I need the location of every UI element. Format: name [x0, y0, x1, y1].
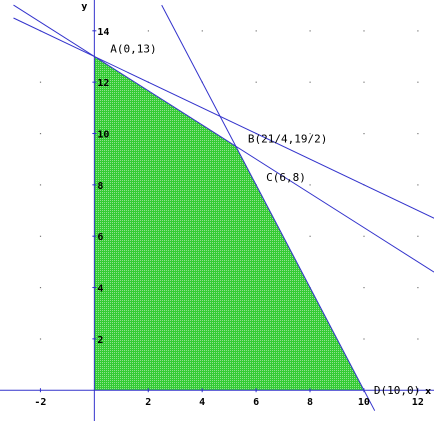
grid-dot [417, 235, 419, 237]
grid-dot [147, 30, 149, 32]
constraint-line [13, 4, 434, 273]
grid-dot [417, 287, 419, 289]
labels: -2 2 4 6 8 10 12 2 4 6 8 10 12 14 x y A(0,13) B(21/4,19/2… [34, 2, 431, 408]
grid-dot [417, 338, 419, 340]
vertex-label: A(0,13) [110, 43, 156, 56]
x-tick-label: -2 [34, 397, 46, 408]
grid-dot [39, 235, 42, 237]
x-tick-label: 10 [358, 397, 370, 408]
feasible-region [94, 56, 364, 391]
grid-dot [417, 133, 419, 135]
vertex-label: C(6,8) [266, 171, 306, 184]
x-tick-label: 2 [145, 397, 151, 408]
x-tick-label: 12 [412, 397, 424, 408]
grid-dot [417, 30, 419, 32]
grid-dot [309, 81, 311, 83]
vertex-label: D(10,0) [374, 384, 420, 397]
y-tick-label: 8 [97, 181, 103, 192]
x-tick-label: 4 [199, 397, 205, 408]
grid-dot [417, 184, 419, 186]
grid-dot [363, 338, 365, 340]
grid-dot [363, 287, 365, 289]
grid-dot [363, 133, 365, 135]
y-tick-label: 12 [97, 78, 109, 89]
constraint-lines [13, 4, 434, 411]
grid-dot [309, 235, 311, 237]
grid-dot [201, 30, 203, 32]
y-axis-label: y [81, 2, 87, 12]
grid-dot [309, 133, 311, 135]
feasible-region-layer [94, 56, 364, 391]
constraint-line [161, 4, 376, 411]
grid-dot [309, 30, 311, 32]
y-tick-label: 10 [97, 129, 109, 140]
x-tick-label: 8 [307, 397, 313, 408]
y-tick-label: 2 [97, 335, 103, 346]
grid-dot [39, 133, 42, 135]
grid-dot [39, 184, 42, 186]
grid-dot [39, 338, 42, 340]
grid-dot [39, 81, 42, 83]
grid-dot [363, 30, 365, 32]
grid-dot [255, 81, 257, 83]
grid-dot [363, 81, 365, 83]
grid-dot [255, 30, 257, 32]
grid-dot [309, 184, 311, 186]
grid-dot [417, 81, 419, 83]
y-tick-label: 4 [97, 284, 103, 295]
grid-dot [39, 287, 42, 289]
y-tick-label: 14 [97, 27, 109, 38]
grid-dot [363, 235, 365, 237]
y-tick-label: 6 [97, 232, 103, 243]
x-tick-label: 6 [253, 397, 259, 408]
x-axis-label: x [425, 387, 431, 397]
vertex-label: B(21/4,19/2) [248, 132, 327, 145]
constraint-line [13, 17, 434, 219]
